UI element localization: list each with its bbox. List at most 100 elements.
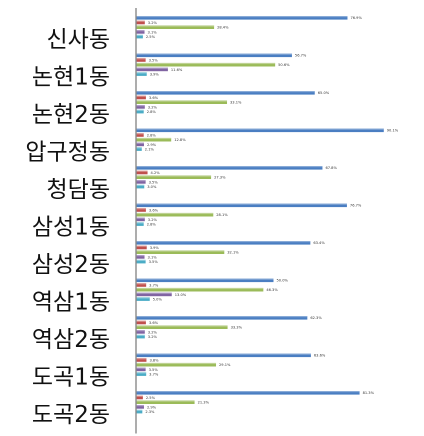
bar-highlight xyxy=(136,330,145,332)
bar-highlight xyxy=(136,133,144,135)
category-label: 논현2동 xyxy=(32,102,110,128)
bar xyxy=(136,67,168,72)
bar xyxy=(136,20,145,25)
bar-highlight xyxy=(136,175,212,177)
bar-highlight xyxy=(136,358,147,360)
bar-highlight xyxy=(136,53,292,55)
data-label: 3.6% xyxy=(149,321,159,325)
data-label: 2.5% xyxy=(146,35,156,39)
data-label: 13.0% xyxy=(175,293,187,297)
category-label: 압구정동 xyxy=(25,140,110,166)
bar-highlight xyxy=(136,395,143,397)
bar-highlight xyxy=(136,320,146,322)
data-label: 81.3% xyxy=(363,391,375,395)
bar xyxy=(136,372,147,376)
data-label: 2.1% xyxy=(145,148,155,152)
bar xyxy=(136,297,150,301)
bar-highlight xyxy=(136,166,323,168)
bar-highlight xyxy=(136,208,146,210)
data-label: 3.1% xyxy=(148,30,158,34)
bar xyxy=(136,137,172,142)
bar xyxy=(136,353,311,358)
data-label: 46.3% xyxy=(266,288,278,292)
data-label: 3.7% xyxy=(149,283,159,287)
bar xyxy=(136,245,147,250)
bar xyxy=(136,95,146,100)
bar xyxy=(136,287,264,292)
data-label: 2.8% xyxy=(147,110,157,114)
bar xyxy=(136,330,145,334)
bar xyxy=(136,241,311,245)
data-label: 90.1% xyxy=(387,129,399,133)
bar-highlight xyxy=(136,72,147,74)
data-label: 28.4% xyxy=(217,26,229,30)
bar xyxy=(136,278,274,283)
data-label: 50.6% xyxy=(278,63,290,67)
bar-highlight xyxy=(136,409,143,411)
bar xyxy=(136,222,144,226)
bar-highlight xyxy=(136,245,147,247)
data-label: 76.9% xyxy=(350,16,362,20)
data-label: 3.0% xyxy=(147,185,157,189)
bar xyxy=(136,283,147,287)
bar-highlight xyxy=(136,362,217,365)
bar-highlight xyxy=(136,222,144,224)
data-label: 63.4% xyxy=(313,241,325,245)
bar xyxy=(136,316,308,320)
category-label: 청담동 xyxy=(47,177,110,203)
data-label: 3.5% xyxy=(149,260,159,264)
bar-highlight xyxy=(136,212,214,215)
category-label: 도곡2동 xyxy=(32,402,110,428)
data-label: 3.9% xyxy=(150,73,160,77)
bar-highlight xyxy=(136,353,311,355)
data-label: 76.7% xyxy=(350,204,362,208)
data-label: 27.3% xyxy=(214,176,226,180)
data-label: 12.8% xyxy=(174,138,186,142)
bar-highlight xyxy=(136,170,148,172)
bar-highlight xyxy=(136,105,145,107)
category-label: 역삼2동 xyxy=(32,327,110,353)
data-label: 3.5% xyxy=(149,180,159,184)
category-label: 삼성1동 xyxy=(32,215,110,241)
bar xyxy=(136,391,360,395)
bar-highlight xyxy=(136,30,145,32)
bar xyxy=(136,91,315,95)
bar xyxy=(136,184,145,189)
bar-highlight xyxy=(136,287,264,290)
bar xyxy=(136,16,348,20)
bar xyxy=(136,400,195,404)
bar xyxy=(136,142,144,147)
bar-highlight xyxy=(136,100,228,102)
bar-highlight xyxy=(136,91,315,93)
data-label: 3.5% xyxy=(149,368,159,372)
bar xyxy=(136,395,143,400)
bar-highlight xyxy=(136,67,168,69)
bar-highlight xyxy=(136,58,146,60)
bar-highlight xyxy=(136,297,150,299)
data-label: 33.1% xyxy=(230,101,242,105)
data-label: 3.1% xyxy=(148,255,158,259)
bar-highlight xyxy=(136,34,143,36)
data-label: 2.9% xyxy=(147,405,157,409)
bar xyxy=(136,259,146,264)
bar xyxy=(136,334,145,339)
bar xyxy=(136,25,215,29)
bar-highlight xyxy=(136,405,144,407)
bar-highlight xyxy=(136,62,276,65)
bar xyxy=(136,325,228,329)
bar-highlight xyxy=(136,20,145,22)
bar-highlight xyxy=(136,334,145,336)
bar xyxy=(136,128,384,133)
data-label: 3.6% xyxy=(149,96,159,100)
bar-highlight xyxy=(136,128,384,130)
data-label: 3.7% xyxy=(149,373,159,377)
bar xyxy=(136,217,145,222)
category-label: 도곡1동 xyxy=(32,365,110,391)
data-label: 2.8% xyxy=(147,133,157,137)
bar xyxy=(136,58,146,62)
bar xyxy=(136,367,146,372)
bar xyxy=(136,405,144,409)
data-label: 50.0% xyxy=(277,279,289,283)
data-label: 62.3% xyxy=(310,316,322,320)
bar-highlight xyxy=(136,400,195,402)
